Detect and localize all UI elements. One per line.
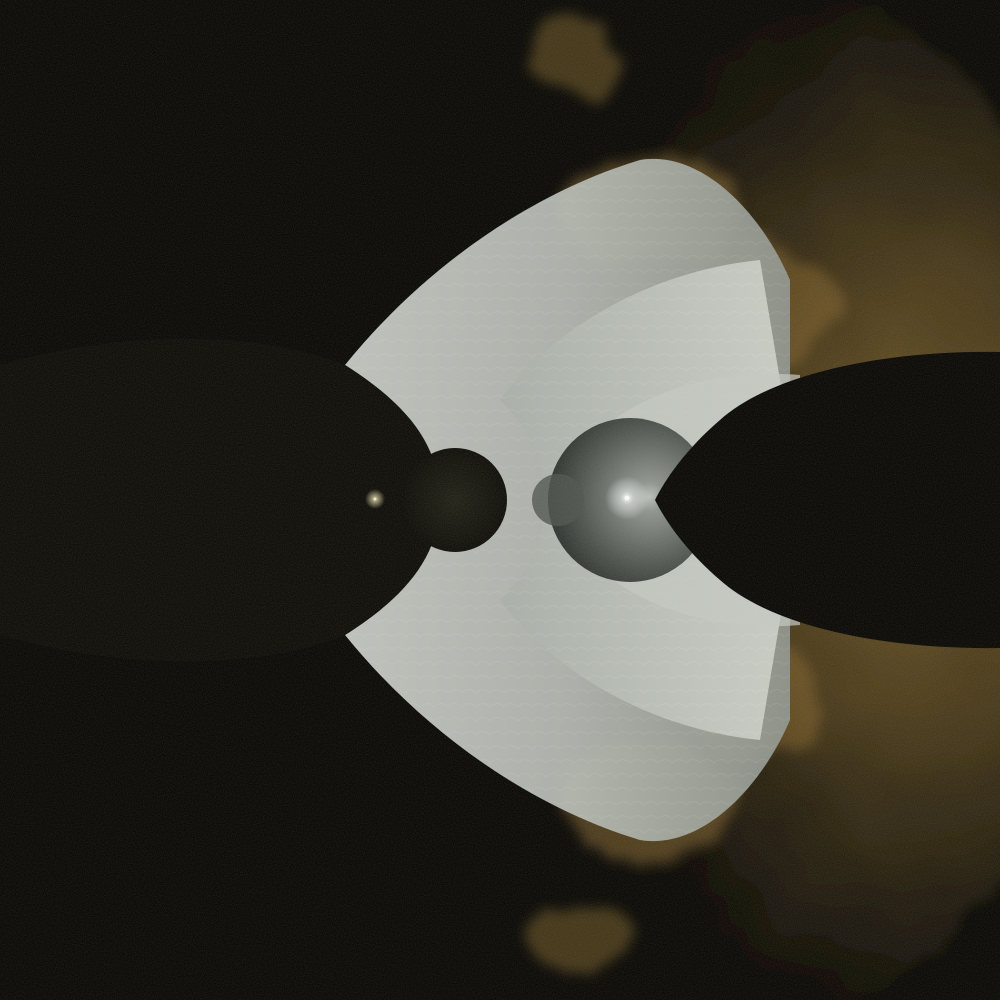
fractal-render [0,0,1000,1000]
